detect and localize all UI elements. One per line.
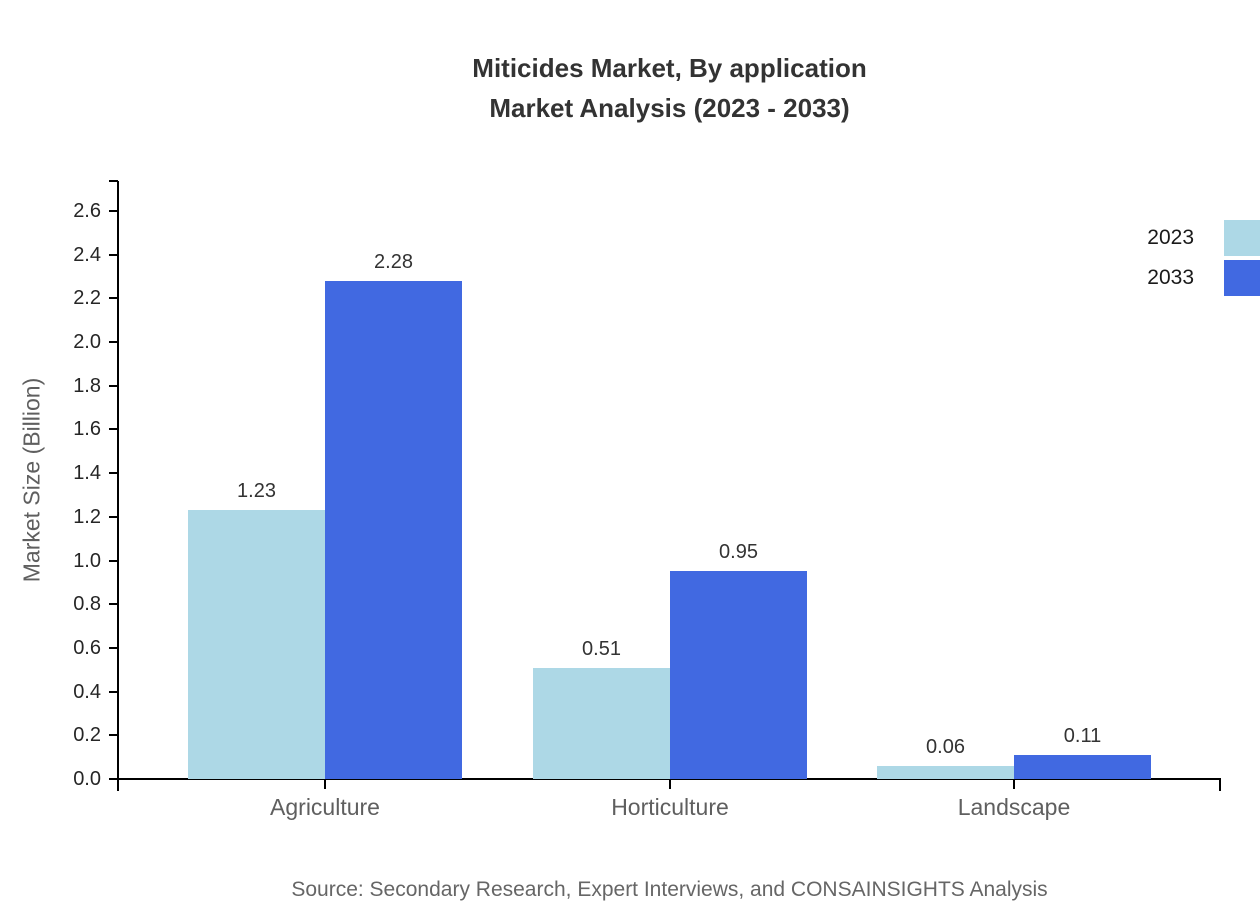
bar-value-label: 0.06 <box>926 736 965 758</box>
y-axis-tick-label: 0.8 <box>73 593 101 616</box>
bar-2023-agriculture <box>188 510 325 779</box>
legend-item-2023: 2023 <box>1147 220 1260 256</box>
y-axis-tick <box>109 341 118 344</box>
y-axis-tick-label: 1.8 <box>73 374 101 397</box>
bar-2023-horticulture <box>533 668 670 779</box>
bar-2023-landscape <box>877 766 1014 779</box>
y-axis-tick-label: 0.6 <box>73 636 101 659</box>
y-axis-tick-label: 1.4 <box>73 462 101 485</box>
legend-item-label: 2023 <box>1147 226 1194 249</box>
bar-2033-horticulture <box>670 571 807 779</box>
chart-title-line1: Miticides Market, By application <box>472 53 867 83</box>
y-axis-tick <box>109 734 118 737</box>
bar-value-label: 0.11 <box>1063 725 1102 747</box>
y-axis-tick-label: 2.0 <box>73 331 101 354</box>
y-axis-tick-label: 0.2 <box>73 724 101 747</box>
y-axis-outer-tick <box>109 180 118 182</box>
legend-item-2033: 2033 <box>1147 260 1260 296</box>
y-axis-tick <box>109 210 118 212</box>
legend-color-swatch <box>1224 260 1260 296</box>
y-axis-tick-label: 2.6 <box>73 200 101 222</box>
bar-2033-landscape <box>1014 755 1151 779</box>
x-axis-category-label: Agriculture <box>270 794 380 820</box>
y-axis-line <box>117 181 119 779</box>
x-axis-category-label: Landscape <box>957 794 1071 820</box>
y-axis-tick-label: 2.2 <box>73 287 101 310</box>
y-axis-tick-label: 1.0 <box>73 549 101 572</box>
x-axis-outer-tick <box>117 778 119 791</box>
legend-item-label: 2033 <box>1147 266 1194 289</box>
x-axis-outer-tick <box>1219 778 1221 791</box>
y-axis-tick-label: 0.4 <box>73 680 101 703</box>
y-axis-tick <box>109 297 118 300</box>
legend-color-swatch <box>1224 220 1260 256</box>
y-axis-tick <box>109 472 118 475</box>
y-axis-tick <box>109 603 118 606</box>
y-axis-tick <box>109 384 118 387</box>
x-axis-tick <box>324 779 326 789</box>
bar-value-label: 0.95 <box>719 541 758 563</box>
bar-value-label: 1.23 <box>237 480 276 502</box>
y-axis-tick <box>109 646 118 649</box>
bar-2033-agriculture <box>325 281 462 779</box>
x-axis-tick <box>669 779 671 789</box>
y-axis-tick-label: 1.2 <box>73 505 101 528</box>
y-axis-tick <box>109 559 118 562</box>
y-axis-tick-label: 2.4 <box>73 243 101 266</box>
y-axis-tick <box>109 428 118 431</box>
x-axis-tick <box>1013 779 1015 789</box>
y-axis-tick <box>109 778 118 780</box>
y-axis-tick <box>109 690 118 693</box>
bar-value-label: 2.28 <box>374 251 413 273</box>
bar-value-label: 0.51 <box>582 638 621 660</box>
source-text: Source: Secondary Research, Expert Inter… <box>291 878 1048 901</box>
y-axis-tick-label: 1.6 <box>73 418 101 441</box>
y-axis-tick-label: 0.0 <box>73 768 101 790</box>
x-axis-category-label: Horticulture <box>611 794 729 820</box>
chart-title-line2: Market Analysis (2023 - 2033) <box>489 93 850 123</box>
y-axis-tick <box>109 253 118 256</box>
legend: 2023 2033 <box>1147 220 1260 300</box>
y-axis-tick <box>109 515 118 518</box>
chart-title: Miticides Market, By application Market … <box>118 48 1221 128</box>
